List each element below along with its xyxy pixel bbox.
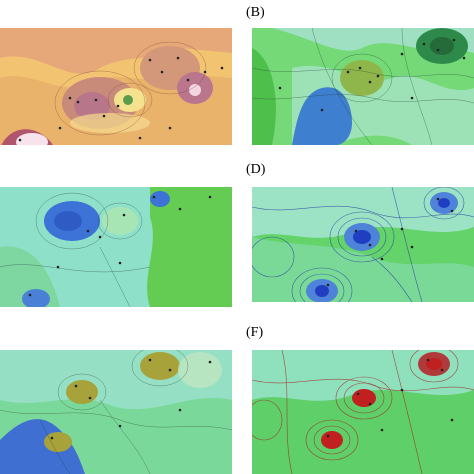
panel-label-b: (B) [246, 5, 265, 20]
panel-label-d: (D) [246, 162, 266, 177]
panel-label-f: (F) [246, 325, 264, 340]
map-panel-d [252, 187, 474, 302]
map-panel-e [0, 350, 232, 474]
map-panel-f [252, 350, 474, 474]
map-panel-c [0, 187, 232, 307]
map-panel-a [0, 28, 232, 145]
map-panel-b [252, 28, 474, 145]
